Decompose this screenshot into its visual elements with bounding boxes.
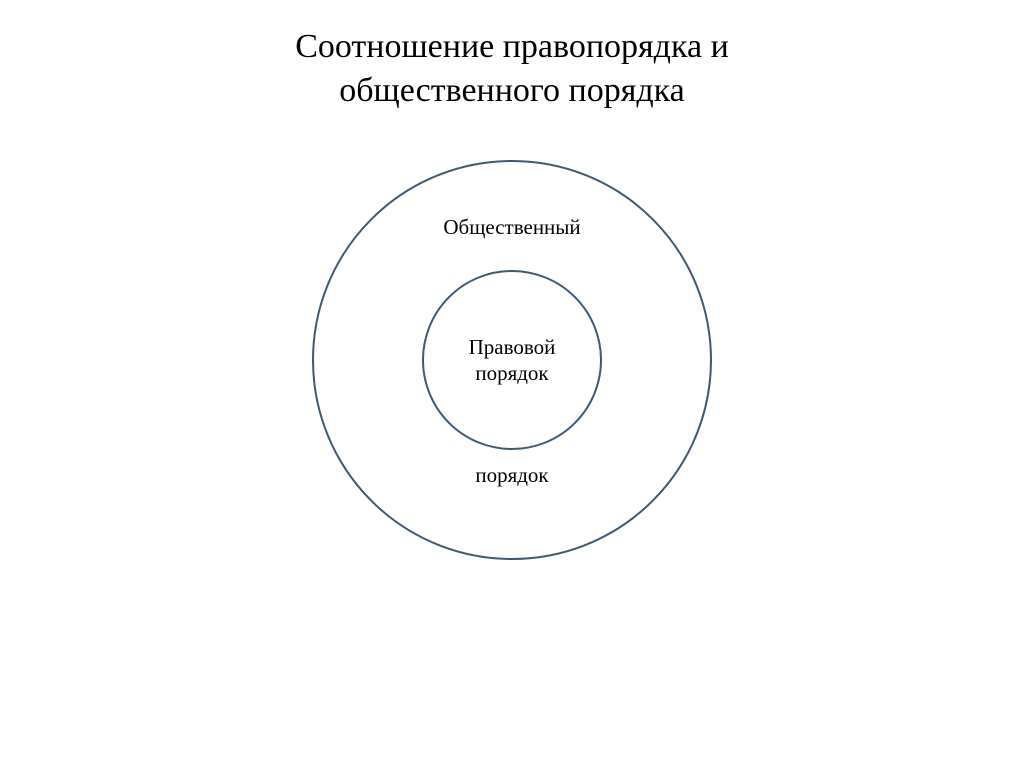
outer-circle-label-bottom: порядок xyxy=(475,463,548,488)
title-line-1: Соотношение правопорядка и xyxy=(0,25,1024,69)
title-line-2: общественного порядка xyxy=(0,69,1024,113)
inner-label-line-2: порядок xyxy=(469,360,556,386)
inner-circle-label: Правовой порядок xyxy=(469,334,556,387)
inner-label-line-1: Правовой xyxy=(469,334,556,360)
inner-circle: Правовой порядок xyxy=(422,270,602,450)
page-title: Соотношение правопорядка и общественного… xyxy=(0,0,1024,113)
venn-diagram: Общественный Правовой порядок порядок xyxy=(312,160,712,560)
outer-circle-label-top: Общественный xyxy=(443,215,580,240)
